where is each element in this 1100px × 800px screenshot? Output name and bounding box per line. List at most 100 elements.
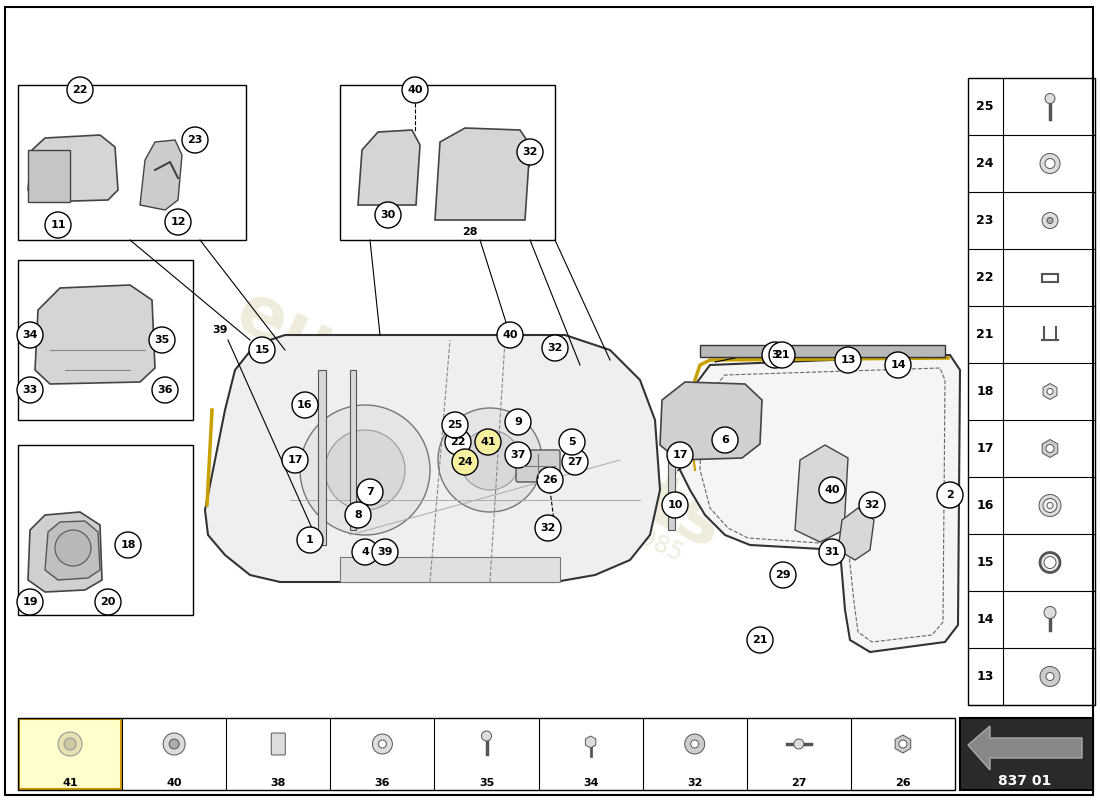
Text: 40: 40: [407, 85, 422, 95]
Text: 13: 13: [977, 670, 993, 683]
Text: 33: 33: [22, 385, 37, 395]
Circle shape: [820, 539, 845, 565]
Circle shape: [899, 740, 906, 748]
Text: 22: 22: [73, 85, 88, 95]
Text: 13: 13: [840, 355, 856, 365]
Circle shape: [45, 212, 72, 238]
Circle shape: [820, 477, 845, 503]
Circle shape: [375, 202, 402, 228]
Circle shape: [684, 734, 705, 754]
Circle shape: [460, 430, 520, 490]
Circle shape: [1045, 158, 1055, 169]
Text: 34: 34: [583, 778, 598, 788]
Text: 17: 17: [672, 450, 688, 460]
Circle shape: [537, 467, 563, 493]
Circle shape: [1040, 666, 1060, 686]
Polygon shape: [838, 508, 875, 560]
Text: 2: 2: [946, 490, 954, 500]
Text: 25: 25: [448, 420, 463, 430]
Text: 27: 27: [791, 778, 806, 788]
Circle shape: [747, 627, 773, 653]
Polygon shape: [968, 726, 1082, 770]
FancyBboxPatch shape: [350, 370, 356, 530]
Text: 34: 34: [22, 330, 37, 340]
Circle shape: [1047, 502, 1053, 509]
Circle shape: [58, 732, 82, 756]
Circle shape: [1045, 94, 1055, 103]
Text: 20: 20: [100, 597, 116, 607]
Circle shape: [794, 739, 804, 749]
Text: 837 01: 837 01: [999, 774, 1052, 788]
Circle shape: [373, 734, 393, 754]
Circle shape: [497, 322, 522, 348]
Text: 32: 32: [540, 523, 556, 533]
Text: europä-parts: europä-parts: [226, 276, 735, 564]
Circle shape: [505, 442, 531, 468]
Polygon shape: [434, 128, 530, 220]
Text: 32: 32: [522, 147, 538, 157]
FancyBboxPatch shape: [340, 557, 560, 582]
Circle shape: [769, 342, 795, 368]
Circle shape: [662, 492, 688, 518]
Circle shape: [169, 739, 179, 749]
Circle shape: [542, 335, 568, 361]
Text: 5: 5: [569, 437, 575, 447]
Text: 30: 30: [381, 210, 396, 220]
Text: 39: 39: [377, 547, 393, 557]
Circle shape: [182, 127, 208, 153]
Text: 10: 10: [668, 500, 683, 510]
Text: 22: 22: [977, 271, 993, 284]
Circle shape: [402, 77, 428, 103]
FancyBboxPatch shape: [28, 150, 70, 202]
Text: 41: 41: [481, 437, 496, 447]
Circle shape: [859, 492, 886, 518]
Circle shape: [55, 530, 91, 566]
FancyBboxPatch shape: [272, 733, 285, 755]
Circle shape: [249, 337, 275, 363]
Circle shape: [438, 408, 542, 512]
Text: 18: 18: [977, 385, 993, 398]
Text: 8: 8: [354, 510, 362, 520]
Circle shape: [16, 589, 43, 615]
Circle shape: [562, 449, 588, 475]
FancyBboxPatch shape: [668, 420, 675, 530]
Text: 19: 19: [22, 597, 37, 607]
Circle shape: [452, 449, 478, 475]
Circle shape: [1040, 553, 1060, 573]
Text: 32: 32: [688, 778, 703, 788]
Circle shape: [475, 429, 500, 455]
FancyBboxPatch shape: [19, 719, 121, 789]
Circle shape: [691, 740, 698, 748]
Text: 4: 4: [361, 547, 368, 557]
Polygon shape: [28, 135, 118, 202]
Polygon shape: [35, 285, 155, 384]
Text: 17: 17: [287, 455, 303, 465]
Circle shape: [64, 738, 76, 750]
Text: a passion for parts since 1985: a passion for parts since 1985: [353, 394, 686, 566]
Circle shape: [1046, 673, 1054, 681]
Circle shape: [148, 327, 175, 353]
Circle shape: [442, 412, 468, 438]
Text: 37: 37: [510, 450, 526, 460]
Text: 36: 36: [157, 385, 173, 395]
Text: 15: 15: [977, 556, 993, 569]
Circle shape: [482, 731, 492, 741]
Text: 15: 15: [254, 345, 270, 355]
Text: 41: 41: [63, 778, 78, 788]
FancyBboxPatch shape: [516, 450, 560, 482]
Circle shape: [324, 430, 405, 510]
Circle shape: [352, 539, 378, 565]
Text: 17: 17: [977, 442, 993, 455]
Circle shape: [372, 539, 398, 565]
Circle shape: [1044, 606, 1056, 618]
Circle shape: [152, 377, 178, 403]
Polygon shape: [28, 512, 102, 592]
Text: 21: 21: [977, 328, 993, 341]
Circle shape: [835, 347, 861, 373]
FancyBboxPatch shape: [318, 370, 326, 545]
Text: 40: 40: [166, 778, 182, 788]
Text: 32: 32: [548, 343, 563, 353]
Text: 3: 3: [771, 350, 779, 360]
Circle shape: [378, 740, 386, 748]
Circle shape: [517, 139, 543, 165]
